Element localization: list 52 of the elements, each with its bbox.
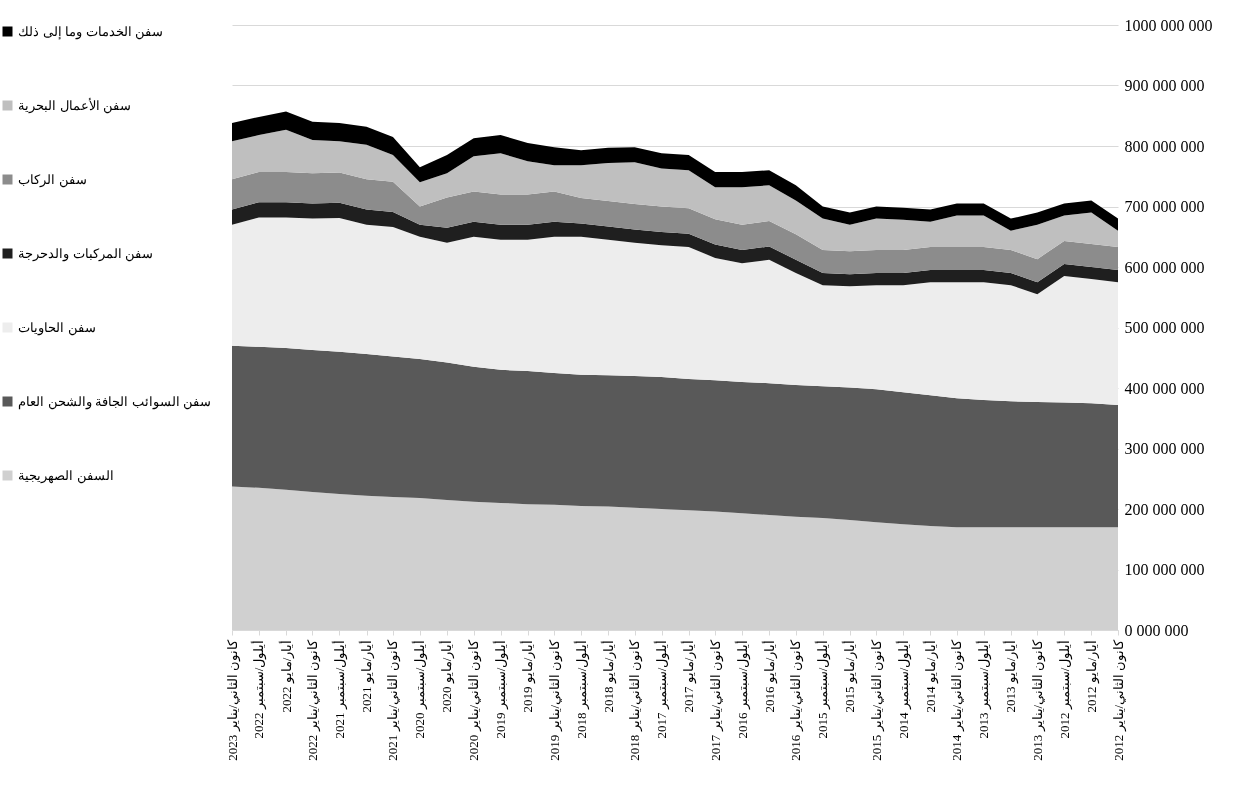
x-tick-label: أيار/مايو 2013: [1002, 639, 1020, 713]
x-tick-label: كانون الثاني/يناير 2019: [546, 638, 563, 761]
x-tick-label: أيلول/سبتمبر 2021: [330, 639, 348, 739]
y-tick-label: 1000 000 000: [1124, 16, 1213, 34]
x-tick-label: أيلول/سبتمبر 2012: [1055, 639, 1073, 739]
x-tick-label: أيار/مايو 2019: [519, 639, 537, 713]
legend-label: سفن الخدمات وما إلى ذلك: [18, 23, 164, 40]
x-tick-label: كانون الثاني/يناير 2015: [868, 638, 885, 761]
legend-label: سفن الأعمال البحرية: [18, 96, 132, 114]
x-tick-label: أيلول/سبتمبر 2016: [733, 639, 751, 739]
y-tick-label: 100 000 000: [1124, 561, 1205, 578]
x-tick-label: أيلول/سبتمبر 2018: [572, 639, 590, 739]
x-tick-label: أيلول/سبتمبر 2013: [975, 639, 993, 739]
x-tick-label: كانون الثاني/يناير 2014: [949, 638, 966, 761]
x-tick-label: كانون الثاني/يناير 2012: [1110, 638, 1127, 761]
x-tick-label: أيار/مايو 2014: [921, 639, 939, 713]
x-tick-label: كانون الثاني/يناير 2016: [788, 638, 805, 761]
x-tick-label: أيار/مايو 2021: [358, 639, 376, 713]
y-tick-label: 800 000 000: [1124, 137, 1205, 155]
legend-label: سفن الحاويات: [18, 319, 96, 336]
x-tick-label: كانون الثاني/يناير 2018: [627, 638, 644, 761]
y-tick-label: 0 000 000: [1124, 621, 1189, 639]
x-tick-label: كانون الثاني/يناير 2020: [466, 638, 483, 761]
y-tick-label: 900 000 000: [1124, 77, 1205, 94]
x-tick-label: كانون الثاني/يناير 2022: [304, 638, 321, 761]
y-tick-label: 200 000 000: [1124, 500, 1205, 518]
y-tick-label: 300 000 000: [1124, 440, 1205, 457]
x-tick-label: أيلول/سبتمبر 2017: [653, 639, 671, 739]
x-tick-label: أيلول/سبتمبر 2019: [492, 639, 510, 739]
legend-label: السفن الصهريجية: [18, 467, 114, 484]
x-tick-label: كانون الثاني/يناير 2023: [224, 638, 241, 761]
x-tick-label: أيار/مايو 2015: [841, 639, 859, 713]
x-tick-label: أيار/مايو 2018: [599, 639, 617, 713]
x-tick-label: كانون الثاني/يناير 2021: [385, 638, 402, 761]
x-tick-label: أيلول/سبتمبر 2020: [411, 639, 429, 739]
y-tick-label: 400 000 000: [1124, 379, 1205, 397]
y-tick-label: 600 000 000: [1124, 258, 1205, 276]
legend-label: سفن المركبات والدحرجة: [18, 245, 154, 262]
legend-label: سفن الركاب: [18, 171, 87, 188]
x-tick-label: أيار/مايو 2022: [277, 639, 295, 713]
x-tick-label: كانون الثاني/يناير 2013: [1029, 638, 1046, 761]
x-tick-label: أيلول/سبتمبر 2014: [894, 639, 912, 739]
x-tick-label: أيلول/سبتمبر 2015: [814, 639, 832, 739]
x-tick-label: أيلول/سبتمبر 2022: [250, 639, 268, 739]
x-tick-label: كانون الثاني/يناير 2017: [707, 638, 724, 761]
x-tick-label: أيار/مايو 2016: [760, 639, 778, 713]
y-tick-label: 500 000 000: [1124, 319, 1205, 336]
x-tick-label: أيار/مايو 2012: [1082, 639, 1100, 713]
x-tick-label: أيار/مايو 2020: [438, 639, 456, 713]
y-tick-label: 700 000 000: [1124, 198, 1205, 215]
x-tick-label: أيار/مايو 2017: [680, 639, 698, 713]
legend-label: سفن السوائب الجافة والشحن العام: [18, 393, 212, 410]
